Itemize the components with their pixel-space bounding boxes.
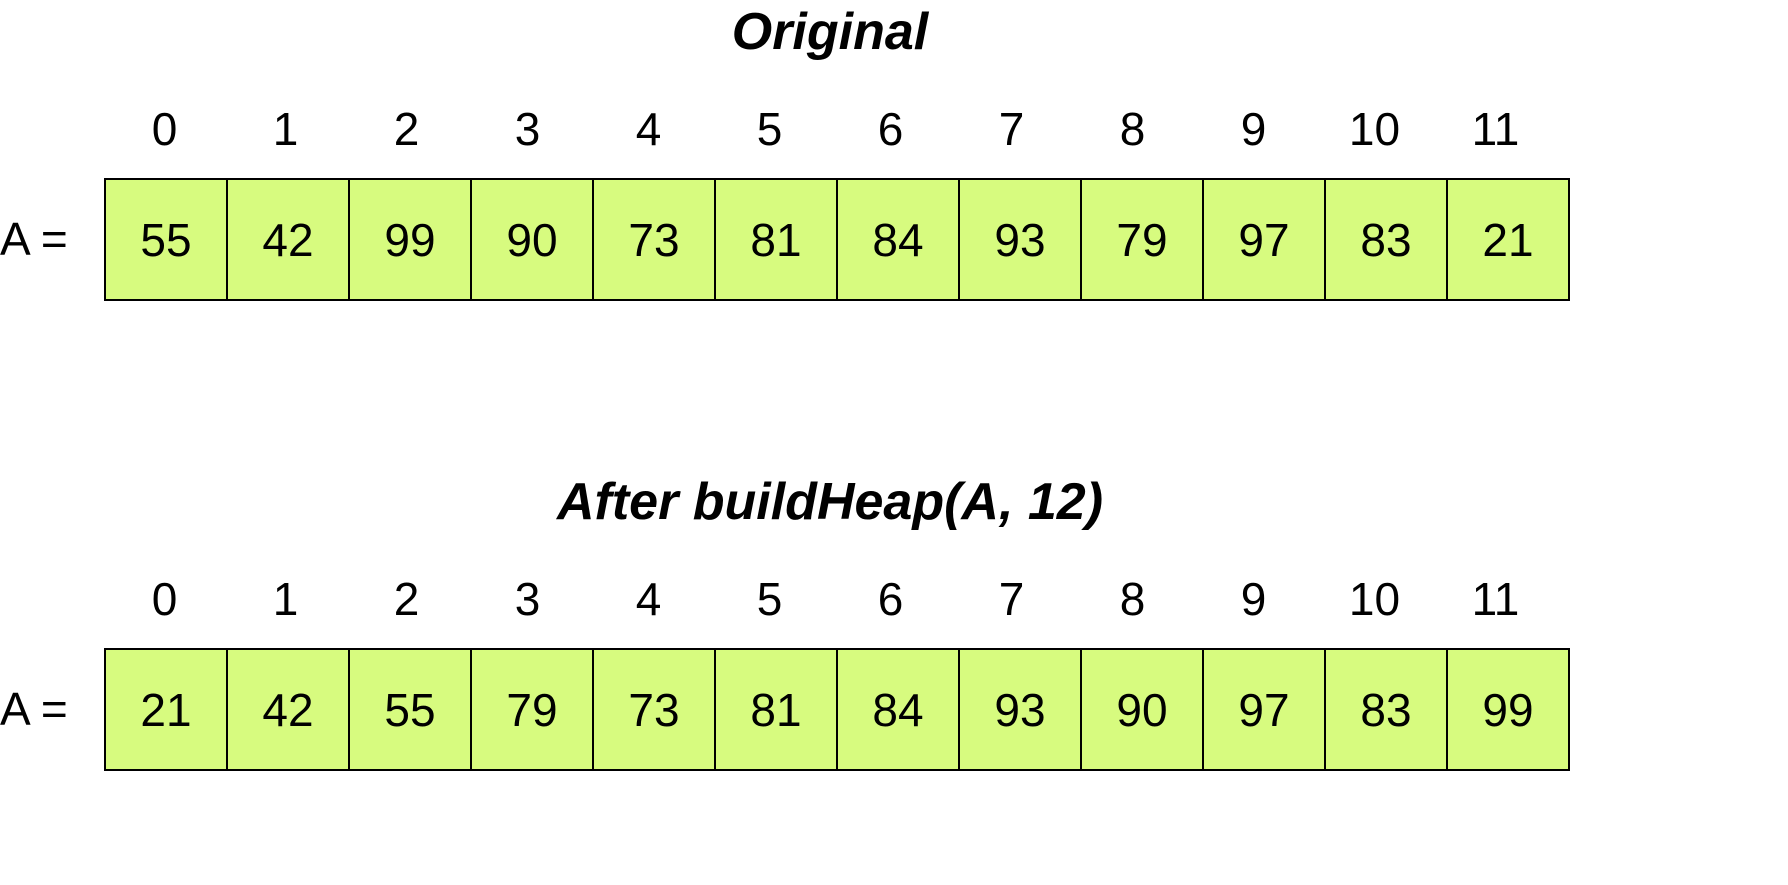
array-cell: 79: [472, 650, 594, 769]
array-index: 1: [272, 103, 299, 155]
array-label: A =: [0, 213, 68, 265]
array-index: 6: [877, 103, 904, 155]
array-index: 3: [514, 573, 541, 625]
array-index: 7: [998, 103, 1025, 155]
array-cell: 97: [1204, 650, 1326, 769]
array-label: A =: [0, 683, 68, 735]
array-cell: 55: [350, 650, 472, 769]
array-index: 2: [393, 573, 420, 625]
array-cell: 93: [960, 180, 1082, 299]
array-cell: 97: [1204, 180, 1326, 299]
array-cell: 83: [1326, 180, 1448, 299]
array-cells: 21 42 55 79 73 81 84 93 90 97 83 99: [104, 648, 1570, 771]
array-index: 6: [877, 573, 904, 625]
array-cell: 83: [1326, 650, 1448, 769]
array-cell: 84: [838, 180, 960, 299]
array-cell: 55: [106, 180, 228, 299]
array-index: 11: [1471, 103, 1520, 155]
array-cell: 90: [472, 180, 594, 299]
array-index: 0: [151, 103, 178, 155]
array-index: 8: [1119, 573, 1146, 625]
array-cell: 21: [1448, 180, 1568, 299]
array-cell: 42: [228, 180, 350, 299]
array-index: 0: [151, 573, 178, 625]
array-cell: 73: [594, 180, 716, 299]
array-index: 5: [756, 103, 783, 155]
array-index: 10: [1348, 103, 1401, 155]
array-cells: 55 42 99 90 73 81 84 93 79 97 83 21: [104, 178, 1570, 301]
array-index: 4: [635, 573, 662, 625]
array-index: 2: [393, 103, 420, 155]
array-index: 10: [1348, 573, 1401, 625]
array-cell: 42: [228, 650, 350, 769]
array-index: 8: [1119, 103, 1146, 155]
index-row: 0 1 2 3 4 5 6 7 8 9 10 11: [104, 102, 1556, 156]
array-index: 1: [272, 573, 299, 625]
array-cell: 84: [838, 650, 960, 769]
section-title: After buildHeap(A, 12): [556, 473, 1104, 531]
section-title: Original: [731, 3, 929, 61]
array-cell: 81: [716, 650, 838, 769]
array-cell: 99: [1448, 650, 1568, 769]
array-cell: 79: [1082, 180, 1204, 299]
array-cell: 73: [594, 650, 716, 769]
array-cell: 99: [350, 180, 472, 299]
array-cell: 21: [106, 650, 228, 769]
array-index: 7: [998, 573, 1025, 625]
array-index: 3: [514, 103, 541, 155]
array-index: 11: [1471, 573, 1520, 625]
array-cell: 81: [716, 180, 838, 299]
array-cell: 90: [1082, 650, 1204, 769]
array-index: 9: [1240, 573, 1267, 625]
array-index: 9: [1240, 103, 1267, 155]
array-index: 4: [635, 103, 662, 155]
array-index: 5: [756, 573, 783, 625]
index-row: 0 1 2 3 4 5 6 7 8 9 10 11: [104, 572, 1556, 626]
array-cell: 93: [960, 650, 1082, 769]
